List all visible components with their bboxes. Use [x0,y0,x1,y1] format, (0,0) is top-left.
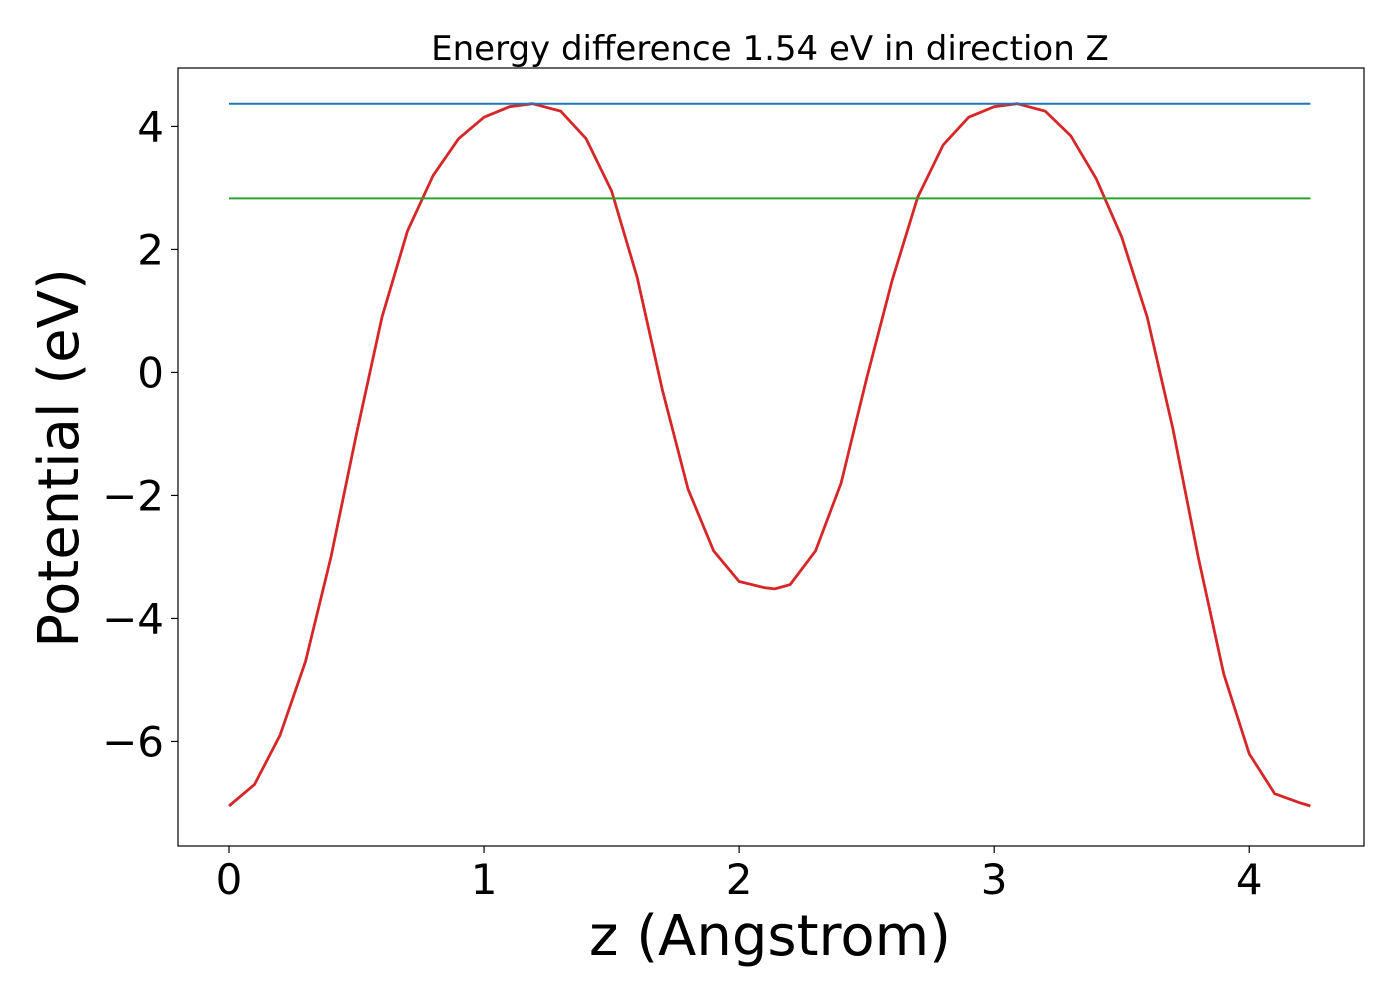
y-tick-label: 2 [137,225,164,274]
chart-title: Energy difference 1.54 eV in direction Z [431,29,1109,69]
x-tick-label: 4 [1236,855,1263,904]
y-axis-label: Potential (eV) [27,268,92,648]
x-tick-label: 0 [216,855,243,904]
y-tick-label: −6 [102,717,164,766]
x-axis-ticks: 0 1 2 3 4 [216,846,1263,904]
y-tick-label: 4 [137,102,164,151]
x-tick-label: 2 [726,855,753,904]
x-tick-label: 3 [981,855,1008,904]
y-tick-label: −4 [102,594,164,643]
x-axis-label: z (Angstrom) [589,904,951,969]
series-layer [228,102,1311,808]
y-tick-label: 0 [137,348,164,397]
x-tick-label: 1 [471,855,498,904]
y-axis-ticks: −6 −4 −2 0 2 4 [102,102,178,766]
series-line-1 [228,102,1311,808]
y-tick-label: −2 [102,471,164,520]
plot-frame [177,67,1365,847]
